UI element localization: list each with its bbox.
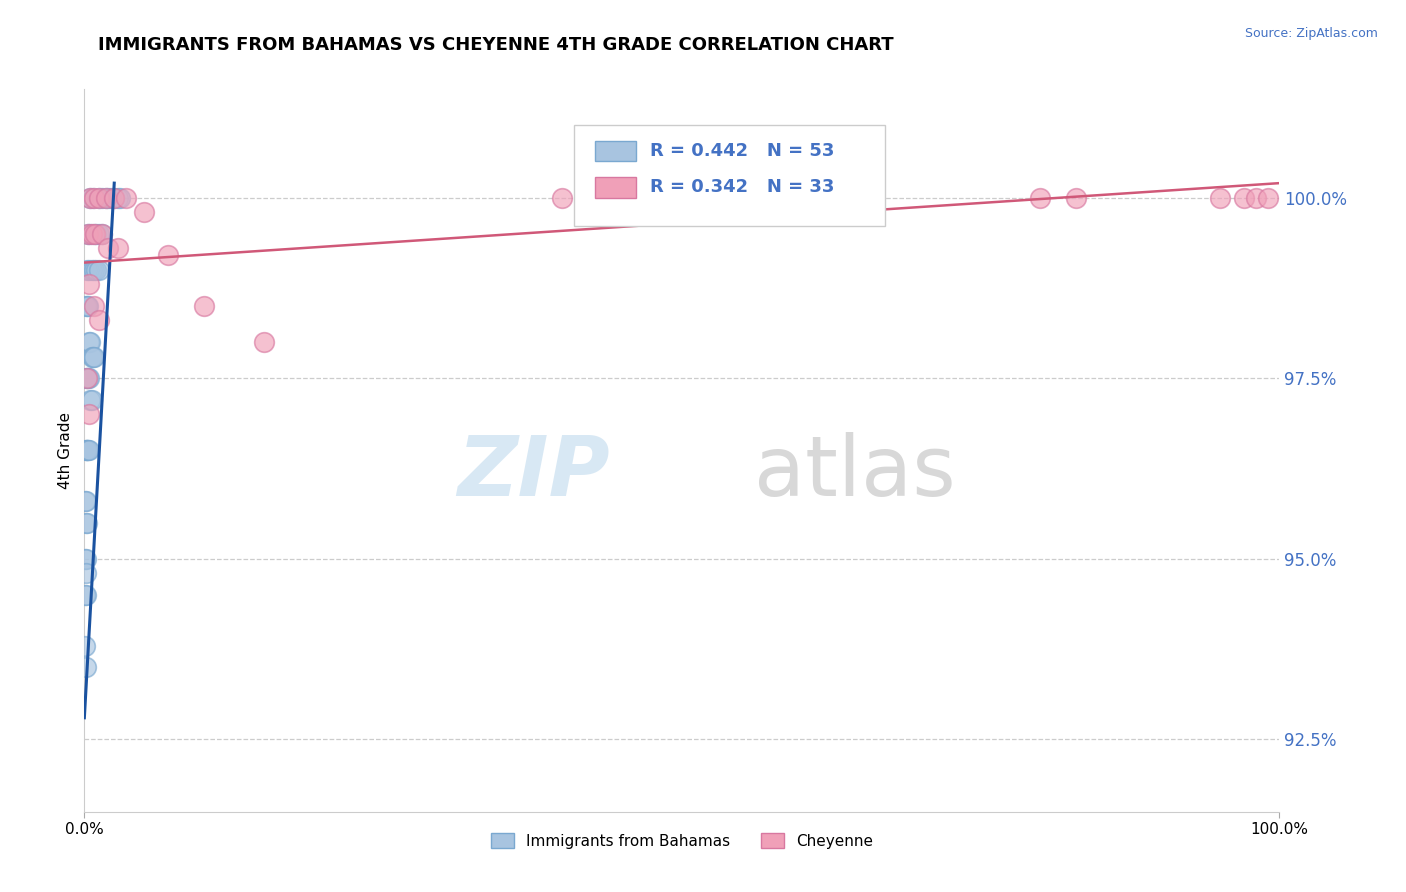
Point (91, 191, 114, 205)
Point (97, 241, 120, 255)
Point (647, 191, 669, 205)
Point (115, 191, 138, 205)
Point (193, 299, 215, 313)
Text: R = 0.442   N = 53: R = 0.442 N = 53 (650, 143, 834, 161)
Point (76, 516, 98, 530)
Point (86, 262, 108, 277)
Point (77, 227, 100, 241)
Point (1257, 191, 1279, 205)
Point (77, 335, 100, 350)
Point (76, 262, 98, 277)
Point (75, 443, 97, 458)
Point (94, 191, 117, 205)
Point (79, 392, 101, 407)
Point (132, 205, 156, 219)
Point (76, 443, 98, 458)
Point (107, 241, 129, 255)
Point (82, 191, 104, 205)
Point (79, 191, 101, 205)
Bar (595, 178, 637, 198)
Point (91, 227, 114, 241)
Point (110, 191, 132, 205)
Point (77, 371, 100, 385)
Point (103, 191, 125, 205)
Point (80, 227, 103, 241)
Point (75, 299, 97, 313)
Point (100, 191, 122, 205)
Point (73, 552, 96, 566)
Point (73, 494, 96, 508)
Point (83, 191, 105, 205)
Point (83, 299, 105, 313)
Point (75, 443, 97, 458)
Point (86, 227, 108, 241)
Point (77, 227, 100, 241)
Point (80, 262, 103, 277)
Point (636, 191, 658, 205)
Point (659, 191, 682, 205)
Point (76, 443, 98, 458)
Point (77, 443, 100, 458)
Point (91, 227, 114, 241)
Text: Source: ZipAtlas.com: Source: ZipAtlas.com (1244, 27, 1378, 40)
Point (79, 227, 101, 241)
Point (75, 566, 97, 581)
Point (75, 494, 97, 508)
Point (83, 350, 105, 364)
Legend: Immigrants from Bahamas, Cheyenne: Immigrants from Bahamas, Cheyenne (485, 827, 879, 855)
Point (77, 407, 100, 421)
Point (76, 371, 98, 385)
Point (76, 299, 98, 313)
Point (76, 371, 98, 385)
Point (75, 588, 97, 602)
Point (87, 191, 110, 205)
Point (1066, 191, 1088, 205)
Point (87, 313, 110, 327)
Point (80, 392, 103, 407)
Text: ZIP: ZIP (457, 432, 610, 513)
FancyBboxPatch shape (575, 126, 886, 227)
Point (77, 262, 100, 277)
Point (97, 191, 120, 205)
Point (84, 227, 107, 241)
Point (82, 350, 104, 364)
Text: R = 0.342   N = 33: R = 0.342 N = 33 (650, 178, 834, 196)
Point (1209, 191, 1232, 205)
Text: atlas: atlas (754, 432, 955, 513)
Point (87, 262, 110, 277)
Point (1244, 191, 1267, 205)
Y-axis label: 4th Grade: 4th Grade (58, 412, 73, 489)
Point (253, 335, 276, 350)
Point (77, 277, 100, 292)
Point (75, 660, 97, 674)
Bar (595, 141, 637, 161)
Point (77, 299, 100, 313)
Point (75, 552, 97, 566)
Point (551, 191, 574, 205)
Point (75, 516, 97, 530)
Point (77, 371, 100, 385)
Point (73, 588, 96, 602)
Point (87, 227, 110, 241)
Point (157, 248, 180, 262)
Point (87, 191, 110, 205)
Point (790, 191, 813, 205)
Point (75, 371, 97, 385)
Point (107, 191, 129, 205)
Point (77, 443, 100, 458)
Point (73, 639, 96, 653)
Point (1029, 191, 1052, 205)
Point (94, 191, 117, 205)
Text: IMMIGRANTS FROM BAHAMAS VS CHEYENNE 4TH GRADE CORRELATION CHART: IMMIGRANTS FROM BAHAMAS VS CHEYENNE 4TH … (98, 36, 894, 54)
Point (731, 191, 754, 205)
Point (79, 191, 101, 205)
Point (83, 262, 105, 277)
Point (83, 227, 105, 241)
Point (1233, 191, 1256, 205)
Point (80, 350, 103, 364)
Point (79, 335, 101, 350)
Point (103, 191, 125, 205)
